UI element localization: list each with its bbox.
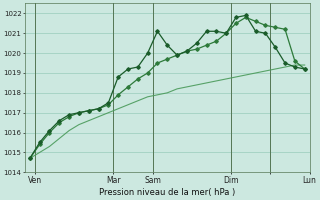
X-axis label: Pression niveau de la mer( hPa ): Pression niveau de la mer( hPa ) <box>99 188 236 197</box>
